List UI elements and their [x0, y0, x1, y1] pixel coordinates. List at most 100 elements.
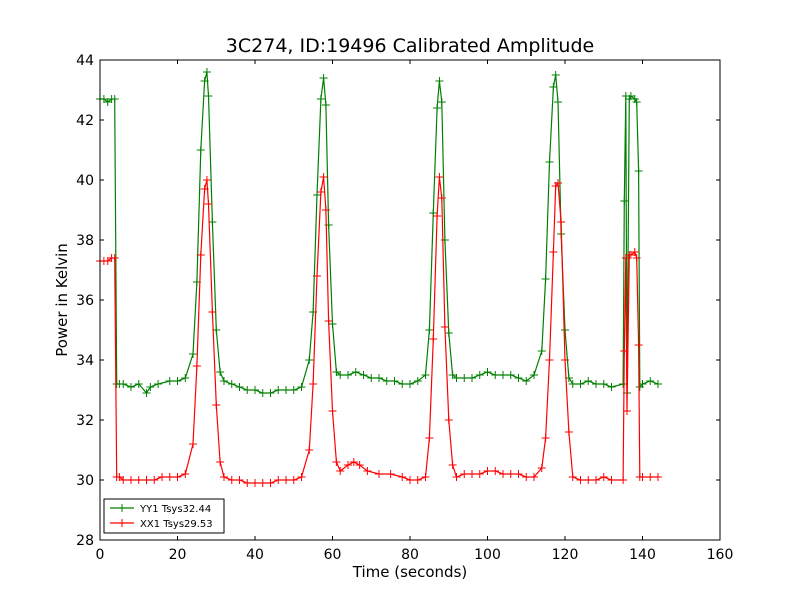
data-point: [165, 377, 174, 385]
data-point: [142, 389, 151, 397]
data-point: [433, 104, 442, 112]
legend-marker: [118, 504, 126, 512]
data-point: [359, 371, 368, 379]
data-point: [638, 473, 647, 481]
data-point: [522, 473, 531, 481]
data-point: [551, 71, 560, 79]
data-point: [367, 374, 376, 382]
data-point: [204, 200, 213, 208]
data-point: [282, 386, 290, 394]
y-tick-label: 32: [76, 413, 94, 429]
y-tick-label: 44: [76, 53, 94, 69]
data-point: [165, 473, 174, 481]
data-point: [554, 179, 563, 187]
data-point: [216, 458, 225, 466]
x-tick-label: 160: [707, 547, 734, 563]
data-point: [452, 374, 461, 382]
data-point: [336, 467, 345, 475]
data-point: [646, 377, 655, 385]
data-point: [425, 326, 434, 334]
data-point: [220, 473, 228, 481]
data-point: [440, 323, 449, 331]
data-point: [204, 92, 213, 100]
data-point: [200, 185, 209, 193]
data-point: [173, 377, 182, 385]
data-point: [309, 380, 318, 388]
data-point: [189, 440, 197, 448]
data-point: [110, 95, 119, 103]
data-point: [522, 377, 531, 385]
data-point: [274, 386, 283, 394]
data-point: [181, 470, 190, 478]
data-point: [324, 317, 333, 325]
data-point: [386, 470, 395, 478]
data-point: [189, 350, 197, 358]
data-point: [289, 386, 298, 394]
data-point: [154, 380, 163, 388]
data-point: [483, 368, 492, 376]
data-point: [375, 374, 383, 382]
data-point: [127, 476, 135, 484]
data-point: [363, 467, 372, 475]
data-point: [554, 98, 563, 106]
data-point: [258, 389, 267, 397]
data-point: [425, 434, 434, 442]
x-tick-label: 20: [169, 547, 187, 563]
data-point: [173, 473, 182, 481]
data-point: [375, 470, 383, 478]
data-point: [251, 479, 259, 487]
data-point: [584, 476, 593, 484]
legend-box: [103, 498, 225, 534]
data-point: [305, 356, 314, 364]
data-point: [313, 272, 321, 280]
data-point: [654, 380, 662, 388]
data-point: [274, 476, 283, 484]
data-point: [499, 371, 507, 379]
data-point: [227, 380, 236, 388]
chart-title: 3C274, ID:19496 Calibrated Amplitude: [226, 35, 594, 57]
data-point: [355, 461, 364, 469]
data-point: [398, 473, 407, 481]
data-point: [119, 380, 128, 388]
data-point: [576, 380, 585, 388]
data-point: [499, 470, 507, 478]
data-point: [634, 167, 643, 175]
data-point: [351, 368, 360, 376]
data-point: [321, 206, 330, 214]
data-point: [328, 407, 337, 415]
data-point: [541, 275, 550, 283]
data-point: [468, 374, 476, 382]
data-point: [146, 383, 155, 391]
x-tick-label: 0: [96, 547, 105, 563]
data-point: [545, 158, 554, 166]
data-point: [251, 386, 259, 394]
data-point: [336, 371, 345, 379]
x-tick-label: 60: [324, 547, 342, 563]
data-point: [599, 473, 608, 481]
data-point: [202, 68, 211, 76]
data-point: [440, 236, 449, 244]
plot-area: [96, 68, 662, 487]
data-point: [266, 479, 275, 487]
data-point: [110, 254, 119, 262]
data-point: [316, 95, 325, 103]
data-point: [545, 356, 554, 364]
x-tick-label: 100: [474, 547, 501, 563]
data-point: [568, 380, 577, 388]
data-point: [406, 380, 414, 388]
data-point: [227, 476, 236, 484]
data-point: [316, 188, 325, 196]
data-point: [491, 371, 500, 379]
data-point: [460, 374, 469, 382]
data-point: [344, 461, 352, 469]
data-point: [212, 401, 221, 409]
data-point: [435, 173, 444, 181]
data-point: [421, 371, 430, 379]
data-point: [235, 383, 244, 391]
data-point: [158, 473, 166, 481]
data-point: [297, 473, 306, 481]
data-point: [243, 479, 252, 487]
data-point: [216, 368, 225, 376]
data-point: [429, 335, 438, 343]
data-point: [196, 251, 205, 259]
